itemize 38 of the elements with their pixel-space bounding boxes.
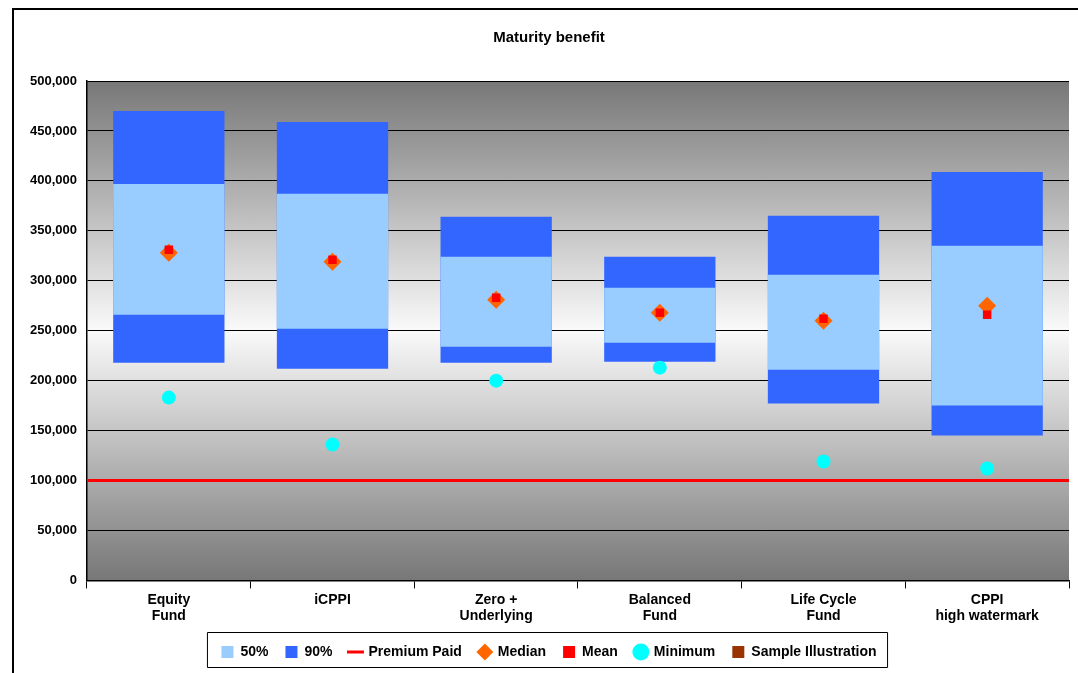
legend-label: Mean [582, 642, 618, 659]
point [816, 454, 831, 469]
point [325, 437, 340, 452]
x-tick-label: CPPI high watermark [935, 590, 1040, 624]
legend-label: Minimum [653, 642, 716, 659]
y-tick-label: 150,000 [29, 422, 77, 438]
legend-label: 50% [240, 642, 270, 659]
y-tick-label: 300,000 [29, 272, 77, 288]
y-tick-label: 400,000 [29, 172, 77, 188]
legend-label: Premium Paid [368, 642, 462, 659]
y-tick-label: 0 [69, 571, 77, 587]
y-tick-label: 50,000 [37, 522, 77, 538]
bar [931, 245, 1043, 406]
x-tick-label: Balanced Fund [628, 590, 691, 624]
legend-label: 90% [304, 642, 334, 659]
bar [767, 274, 880, 370]
bar [440, 256, 552, 347]
chart-title: Maturity benefit [493, 28, 605, 46]
y-tick-label: 500,000 [29, 72, 77, 88]
x-tick-label: Zero + Underlying [459, 590, 533, 624]
legend-label: Median [497, 642, 547, 659]
x-tick-label: iCPPI [314, 590, 351, 607]
y-tick-label: 200,000 [29, 372, 77, 388]
point [980, 461, 995, 476]
point [652, 360, 667, 375]
x-tick-label: Life Cycle Fund [790, 590, 857, 624]
point [489, 373, 504, 388]
y-tick-label: 250,000 [29, 322, 77, 338]
bar [276, 193, 389, 329]
point [161, 390, 176, 405]
bar [604, 287, 716, 343]
x-tick-label: Equity Fund [147, 590, 191, 624]
y-tick-label: 450,000 [29, 122, 77, 138]
y-tick-label: 350,000 [29, 222, 77, 238]
legend-label: Sample Illustration [751, 642, 877, 659]
y-tick-label: 100,000 [29, 472, 77, 488]
point [982, 310, 992, 319]
bar [113, 183, 225, 315]
